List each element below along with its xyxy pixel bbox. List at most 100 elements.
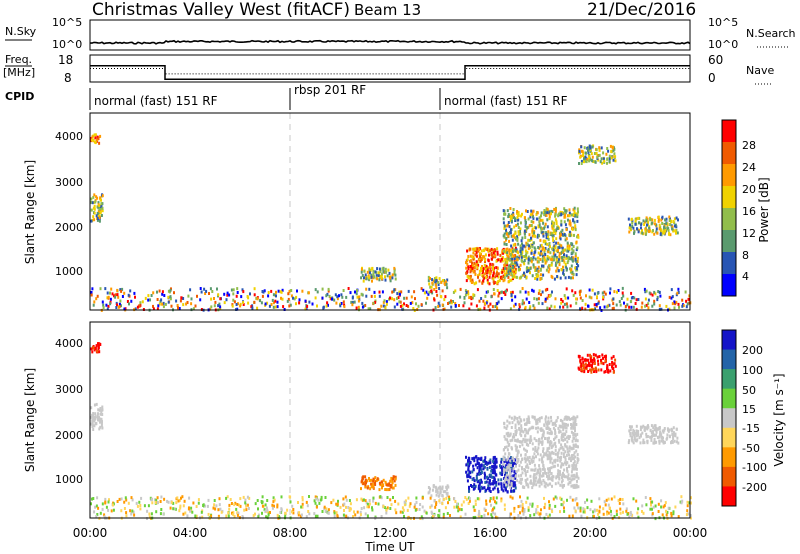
velocity-pixel-8-576 [527,506,530,510]
power-pixel-8-260 [120,304,122,308]
velocity-pixel-5-624 [533,473,536,477]
power-pixel-5-637 [506,232,508,236]
power-pixel-3-22 [430,285,433,289]
power-pixel-2-39 [389,277,392,281]
velocity-pixel-5-101 [503,425,506,429]
velocity-pixel-8-5 [629,510,632,514]
power-pixel-5-666 [520,252,523,256]
velocity-pixel-5-338 [522,430,525,434]
power-colorbar-frame [721,119,737,297]
velocity-pixel-7-99 [676,436,679,440]
power-pixel-4-292 [513,265,516,269]
velocity-pixel-5-645 [559,418,562,422]
power-pixel-8-480 [156,290,158,294]
velocity-pixel-5-355 [509,439,512,443]
velocity-pixel-8-80 [663,504,666,508]
velocity-pixel-5-280 [542,479,545,482]
velocity-pixel-7-138 [643,428,646,432]
velocity-pixel-4-45 [473,459,476,463]
velocity-pixel-5-539 [512,433,515,436]
velocity-pixel-8-494 [519,504,522,508]
velocity-data [90,342,692,521]
velocity-pixel-5-292 [569,456,572,460]
velocity-pixel-4-28 [491,465,494,469]
power-pixel-8-345 [179,299,182,303]
velocity-pixel-4-196 [469,461,472,464]
power-pixel-5-536 [574,257,577,261]
velocity-pixel-5-143 [538,416,541,420]
velocity-pixel-5-199 [576,460,579,464]
velocity-pixel-5-418 [518,415,521,419]
power-pixel-5-298 [546,218,549,222]
power-pixel-4-281 [472,270,475,274]
power-pixel-8-151 [396,302,399,306]
velocity-pixel-8-152 [234,501,237,505]
velocity-pixel-1-25 [100,417,103,421]
power-pixel-5-494 [506,260,509,264]
velocity-pixel-2-66 [362,475,365,479]
velocity-pixel-5-698 [543,452,546,456]
power-pixel-8-210 [91,287,94,291]
velocity-pixel-5-368 [574,464,577,468]
velocity-pixel-6-51 [580,364,583,368]
power-pixel-4-141 [482,275,485,279]
velocity-pixel-6-83 [614,364,617,368]
power-pixel-4-91 [489,262,492,266]
velocity-pixel-8-437 [453,497,456,500]
velocity-pixel-8-209 [363,506,366,510]
power-pixel-5-638 [515,261,518,265]
velocity-pixel-8-545 [559,510,561,514]
power-pixel-5-611 [516,210,519,213]
power-pixel-7-95 [655,223,658,227]
power-pixel-5-259 [537,265,540,269]
velocity-pixel-4-211 [486,467,489,471]
power-pixel-5-650 [566,249,569,253]
power-pixel-4-103 [478,272,481,276]
velocity-pixel-4-287 [514,458,517,462]
velocity-pixel-8-531 [314,495,317,499]
power-pixel-8-549 [402,307,405,311]
power-pixel-8-29 [544,299,547,303]
power-pixel-8-353 [261,294,264,298]
velocity-pixel-4-110 [509,479,512,483]
velocity-pixel-5-488 [506,448,509,452]
velocity-pixel-1-46 [93,418,96,422]
velocity-pixel-5-517 [535,422,538,426]
velocity-pixel-5-420 [541,442,544,446]
power-pixel-4-243 [479,255,482,259]
velocity-pixel-8-224 [404,499,407,503]
power-pixel-4-214 [503,269,505,273]
power-pixel-8-631 [511,298,514,302]
power-pixel-8-600 [351,303,354,307]
power-pixel-5-232 [524,218,527,222]
velocity-pixel-8-638 [260,500,263,503]
velocity-pixel-4-76 [496,487,499,491]
power-pixel-7-84 [668,219,671,222]
power-pixel-6-65 [612,148,615,152]
power-pixel-5-450 [506,251,509,254]
power-pixel-8-359 [415,302,417,306]
velocity-pixel-8-22 [490,513,493,517]
power-pixel-3-33 [435,279,438,282]
power-pixel-6-89 [598,153,601,157]
power-pixel-3-32 [431,278,434,282]
velocity-pixel-5-499 [540,416,543,420]
velocity-pixel-5-607 [507,452,510,456]
velocity-pixel-5-429 [508,473,511,477]
power-pixel-8-39 [671,295,674,299]
freq-tick-bottom: 8 [64,71,72,85]
velocity-pixel-8-635 [172,507,175,511]
power-pixel-5-484 [528,244,531,248]
power-pixel-1-47 [95,214,98,218]
velocity-pixel-8-230 [94,505,97,509]
power-pixel-0-7 [94,133,97,137]
power-pixel-8-325 [152,307,155,311]
velocity-pixel-5-611 [510,483,513,487]
velocity-pixel-8-9 [478,497,481,501]
power-pixel-5-446 [503,212,506,216]
power-pixel-5-668 [520,258,523,262]
power-pixel-2-6 [369,269,372,273]
velocity-pixel-5-433 [546,483,549,487]
power-pixel-5-473 [507,215,510,219]
power-pixel-8-436 [433,288,436,291]
